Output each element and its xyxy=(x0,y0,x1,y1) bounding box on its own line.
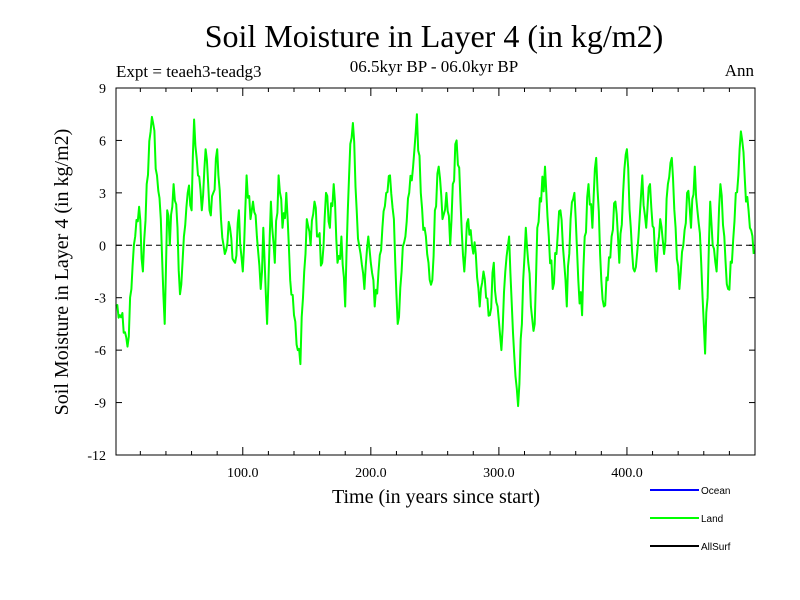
y-tick-label: -12 xyxy=(87,449,106,464)
chart-subtitle: 06.5kyr BP - 06.0kyr BP xyxy=(350,57,518,76)
legend-allsurf-label: AllSurf xyxy=(701,542,731,553)
experiment-label: Expt = teaeh3-teadg3 xyxy=(116,62,262,81)
x-tick-label: 100.0 xyxy=(227,466,259,481)
x-tick-label: 200.0 xyxy=(355,466,387,481)
chart-title: Soil Moisture in Layer 4 (in kg/m2) xyxy=(205,18,664,54)
y-tick-label: 0 xyxy=(99,239,106,254)
y-tick-label: -3 xyxy=(94,292,106,307)
series-group xyxy=(115,113,755,408)
legend-land-label: Land xyxy=(701,514,723,525)
plot-frame xyxy=(115,87,756,456)
axis-ticks xyxy=(116,87,755,456)
y-tick-label: -9 xyxy=(94,397,106,412)
legend-ocean-label: Ocean xyxy=(701,486,730,497)
x-tick-label: 300.0 xyxy=(483,466,515,481)
y-tick-label: -6 xyxy=(94,344,106,359)
x-tick-label: 400.0 xyxy=(611,466,643,481)
axis-tick-labels: -12 -9 -6 -3 0 3 6 9 100.0 200.0 300.0 400.0 xyxy=(87,82,642,481)
period-label: Ann xyxy=(725,61,755,80)
y-tick-label: 3 xyxy=(99,187,106,202)
series-line-land xyxy=(115,113,755,408)
legend: Ocean Land AllSurf xyxy=(650,486,731,553)
y-tick-label: 6 xyxy=(99,134,106,149)
x-axis-label: Time (in years since start) xyxy=(332,486,540,508)
y-tick-label: 9 xyxy=(99,82,106,97)
y-axis-label: Soil Moisture in Layer 4 (in kg/m2) xyxy=(51,129,73,416)
